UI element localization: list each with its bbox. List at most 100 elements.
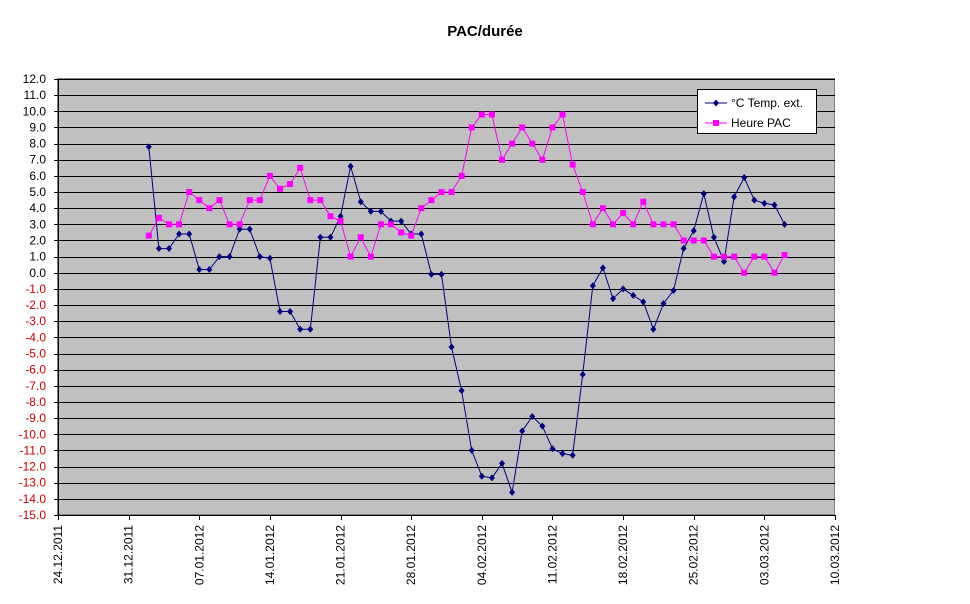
data-point (741, 269, 748, 276)
data-point (266, 172, 273, 179)
data-point (145, 232, 152, 239)
data-point (741, 174, 748, 182)
y-tick-label: 11.0 (24, 88, 47, 102)
data-point (721, 253, 727, 260)
data-point (347, 162, 354, 170)
data-point (428, 270, 435, 278)
data-point (277, 308, 283, 316)
data-point (599, 264, 606, 272)
data-point (499, 156, 505, 163)
y-tick-label: 8.0 (29, 137, 46, 151)
data-point (751, 196, 758, 204)
data-point (488, 474, 495, 482)
data-point (549, 445, 556, 453)
data-point (509, 140, 516, 147)
data-point (377, 221, 384, 228)
y-tick-label: -8.0 (25, 395, 46, 409)
data-point (630, 221, 637, 228)
y-tick-label: 3.0 (29, 217, 46, 231)
x-tick-label: 14.01.2012 (263, 525, 277, 585)
data-point (569, 161, 576, 168)
data-point (771, 201, 778, 209)
data-point (166, 221, 172, 228)
data-point (781, 220, 788, 228)
x-tick-label: 10.03.2012 (828, 525, 842, 585)
y-tick-label: -14.0 (19, 492, 47, 506)
y-tick-label: 2.0 (29, 233, 46, 247)
data-point (297, 325, 304, 333)
data-point (478, 111, 485, 118)
y-tick-label: -4.0 (25, 330, 46, 344)
data-point (155, 214, 162, 221)
y-tick-label: 10.0 (23, 104, 47, 118)
y-tick-label: 7.0 (29, 153, 46, 167)
y-tick-label: 6.0 (29, 169, 46, 183)
data-point (327, 233, 334, 241)
data-point (549, 124, 556, 131)
y-tick-label: -5.0 (25, 347, 46, 361)
data-point (710, 233, 717, 241)
data-point (761, 253, 768, 260)
data-point (620, 210, 627, 217)
data-point (226, 221, 233, 228)
data-point (620, 285, 627, 293)
data-point (206, 266, 213, 274)
data-point (266, 254, 273, 262)
data-point (256, 253, 263, 261)
legend-box (697, 89, 817, 134)
data-point (155, 245, 162, 253)
y-tick-label: -2.0 (25, 298, 46, 312)
data-point (347, 253, 354, 260)
data-point (377, 207, 384, 215)
data-point (509, 488, 516, 496)
y-tick-label: 12.0 (23, 72, 47, 86)
y-tick-label: 5.0 (29, 185, 46, 199)
data-point (610, 295, 616, 303)
x-tick-label: 18.02.2012 (616, 525, 630, 585)
data-point (357, 198, 364, 206)
x-tick-label: 04.02.2012 (475, 525, 489, 585)
gridlines (58, 79, 835, 516)
y-tick-label: -12.0 (19, 460, 47, 474)
data-point (176, 221, 183, 228)
x-tick-label: 03.03.2012 (757, 525, 771, 585)
y-tick-label: 0.0 (29, 266, 46, 280)
y-axis: -15.0 -14.0 -13.0 -12.0 -11.0 -10.0 -9.0 -8.0 -7… (19, 72, 58, 522)
data-point (438, 189, 445, 196)
data-point (206, 205, 213, 212)
data-point (176, 230, 183, 238)
data-point (287, 308, 294, 316)
data-point (398, 217, 405, 225)
series-line (148, 146, 785, 493)
data-point (589, 282, 596, 290)
x-tick-label: 25.02.2012 (687, 525, 701, 585)
y-tick-label: -10.0 (19, 427, 47, 441)
data-point (216, 197, 223, 204)
data-point (388, 221, 394, 228)
legend-label: Heure PAC (731, 116, 791, 130)
data-point (307, 197, 314, 204)
data-point (418, 205, 425, 212)
data-point (478, 472, 485, 480)
data-point (196, 197, 203, 204)
data-point (579, 371, 586, 379)
data-point (398, 229, 405, 236)
data-point (650, 325, 657, 333)
data-point (519, 124, 526, 131)
data-point (781, 252, 788, 259)
data-point (186, 230, 193, 238)
y-tick-label: -3.0 (25, 314, 46, 328)
legend-swatch-diamond (713, 99, 719, 107)
data-point (731, 253, 738, 260)
data-point (287, 180, 294, 187)
data-point (670, 221, 677, 228)
legend-label: °C Temp. ext. (731, 96, 803, 110)
data-point (660, 221, 667, 228)
data-point (680, 237, 687, 244)
data-point (610, 221, 616, 228)
data-point (246, 225, 253, 233)
data-point (256, 197, 263, 204)
data-point (599, 205, 606, 212)
y-tick-label: -6.0 (25, 363, 46, 377)
y-tick-label: -1.0 (25, 282, 46, 296)
